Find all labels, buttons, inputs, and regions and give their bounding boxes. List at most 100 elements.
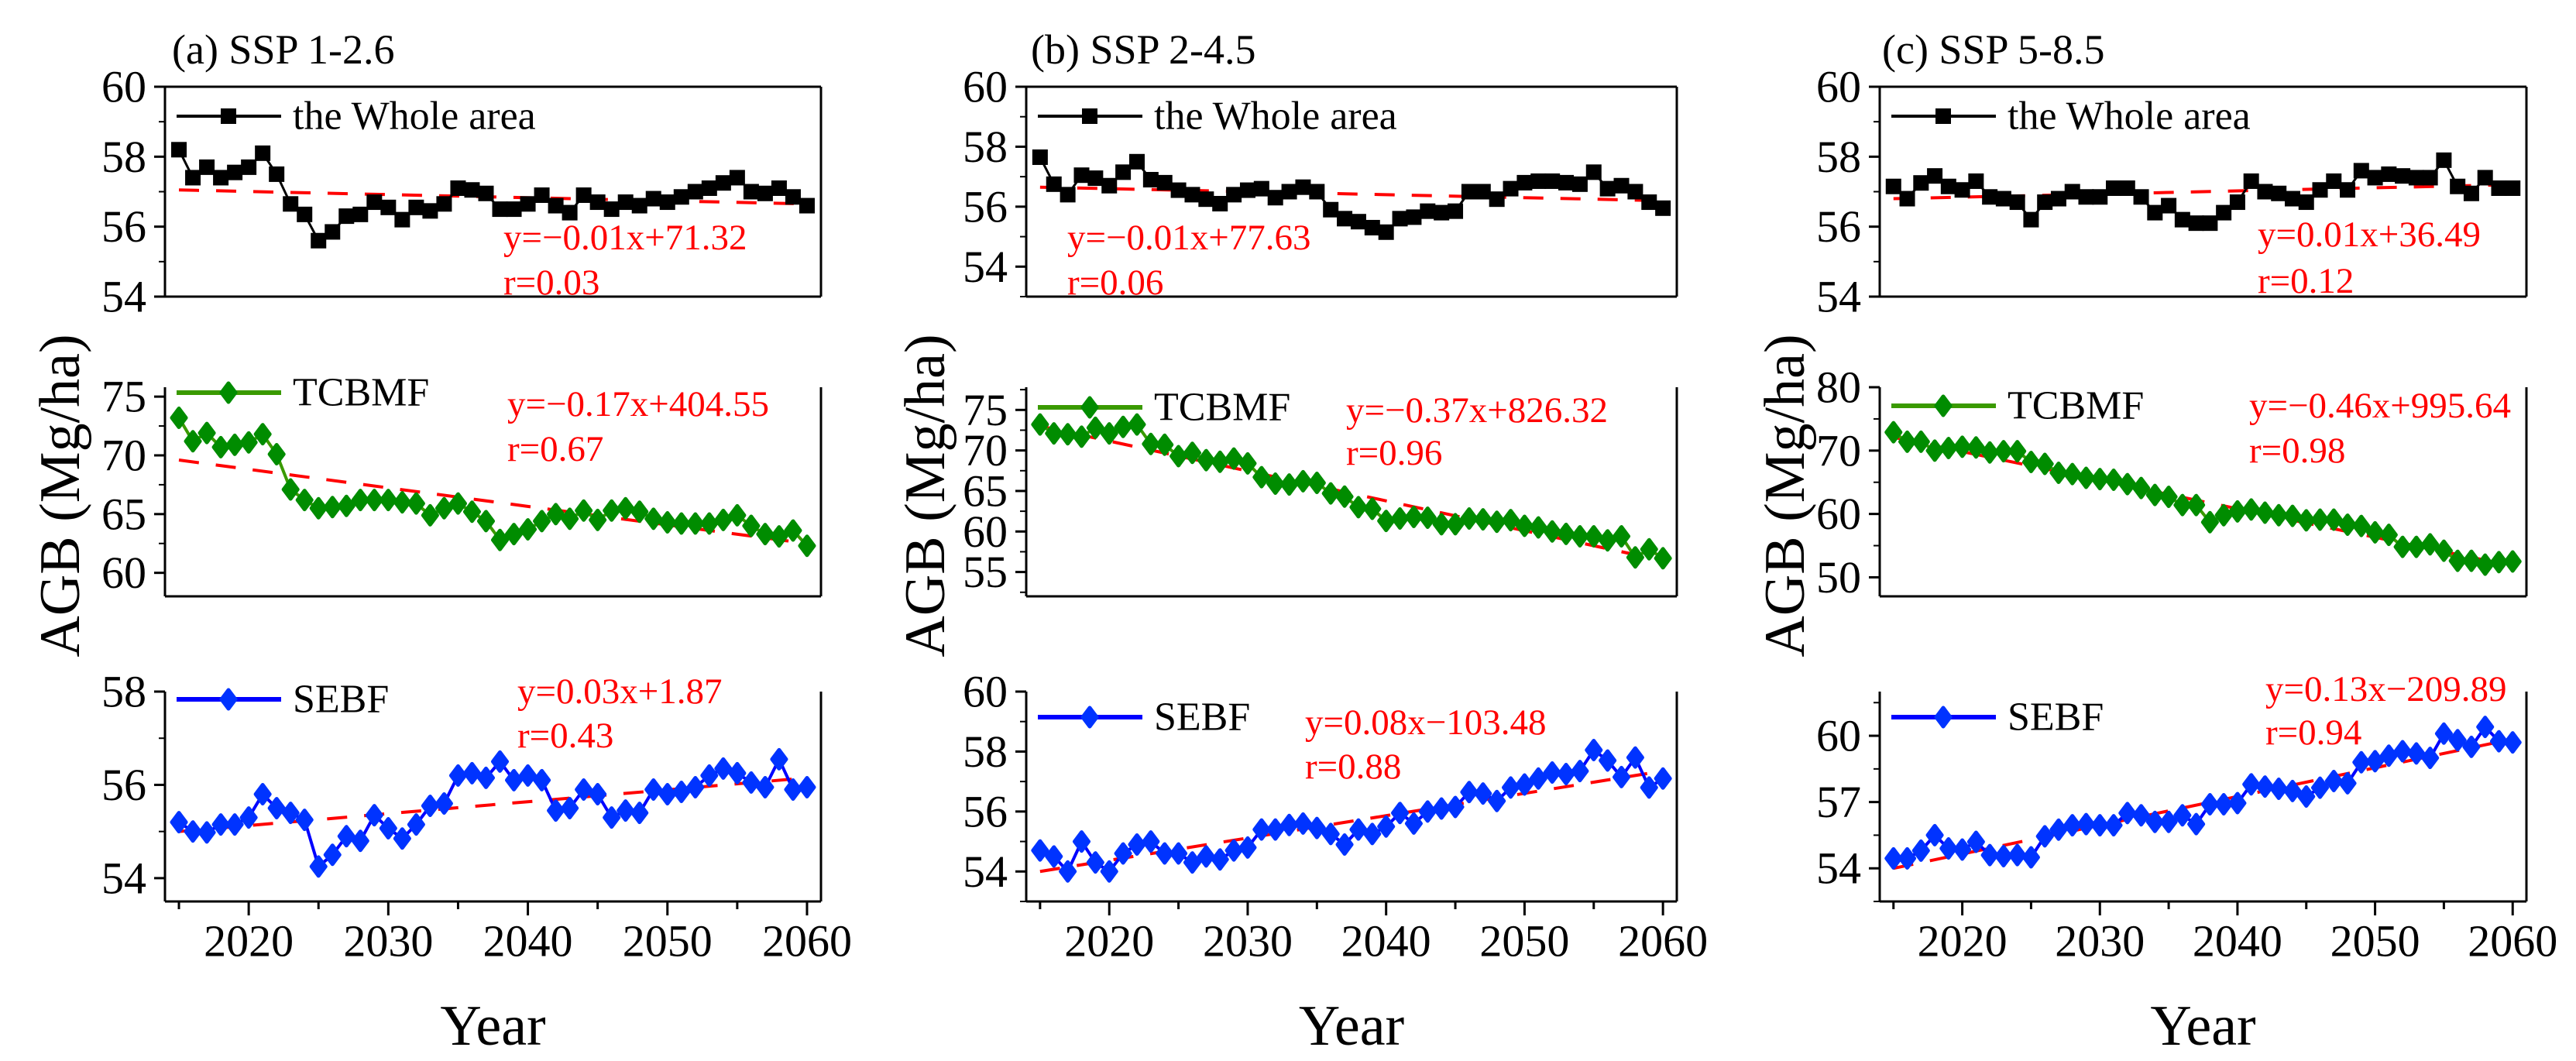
data-point <box>2214 792 2233 815</box>
data-point <box>700 512 719 535</box>
panel-2-0: 54 56 58 60 (c) SSP 5-8.5 the Whole area y=0.0… <box>1816 26 2528 322</box>
data-point <box>617 194 634 211</box>
data-point <box>534 187 550 204</box>
data-point <box>2476 553 2495 576</box>
data-point <box>253 423 272 446</box>
data-point <box>2202 215 2218 232</box>
data-point <box>1293 469 1312 493</box>
data-point <box>1911 839 1930 862</box>
data-point <box>2434 722 2453 745</box>
data-point <box>2037 194 2053 211</box>
data-point <box>2009 194 2025 211</box>
data-point <box>1045 422 1063 445</box>
trend-r-value: r=0.67 <box>507 429 603 469</box>
data-point <box>2393 740 2412 763</box>
data-point <box>2366 750 2385 773</box>
data-point <box>1293 812 1312 835</box>
data-point <box>2324 508 2343 531</box>
data-point <box>1488 789 1506 812</box>
trend-line <box>1039 769 1664 874</box>
trend-equation: y=0.13x−209.89 <box>2265 669 2507 709</box>
y-axis-title: AGB (Mg/ha) <box>894 334 957 657</box>
data-point <box>2119 180 2135 196</box>
data-point <box>380 199 397 215</box>
trend-r-value: r=0.94 <box>2265 712 2361 753</box>
data-point <box>337 494 355 517</box>
trend-equation: y=−0.01x+71.32 <box>503 218 747 258</box>
data-point <box>1953 838 1972 861</box>
y-tick-label: 60 <box>963 667 1008 717</box>
data-point <box>2118 472 2137 496</box>
data-point <box>1980 441 1999 464</box>
data-point <box>2448 729 2467 752</box>
data-point <box>1266 472 1285 496</box>
data-point <box>784 519 802 542</box>
data-point <box>1640 776 1658 799</box>
legend-label: SEBF <box>1154 695 1250 740</box>
data-point <box>365 804 383 827</box>
data-point <box>1060 187 1076 203</box>
data-point <box>2338 513 2357 537</box>
data-point <box>2311 776 2330 799</box>
data-point <box>283 196 299 212</box>
data-point <box>1544 173 1561 189</box>
data-point <box>1156 433 1174 456</box>
data-point <box>645 191 661 207</box>
data-point <box>2379 524 2398 547</box>
data-point <box>2090 814 2109 837</box>
y-tick-label: 54 <box>1816 843 1861 894</box>
data-point <box>1100 422 1118 445</box>
data-point <box>2505 180 2521 196</box>
data-point <box>1266 818 1285 841</box>
y-tick-label: 60 <box>101 548 146 598</box>
data-point <box>239 806 258 829</box>
data-point <box>436 196 452 212</box>
data-point <box>323 496 342 519</box>
data-point <box>631 197 647 214</box>
data-point <box>799 197 815 214</box>
data-point <box>170 811 188 834</box>
data-point <box>617 799 635 822</box>
data-point <box>185 170 201 186</box>
data-point <box>673 189 689 205</box>
legend-label: SEBF <box>2008 695 2104 740</box>
data-point <box>2145 483 2164 506</box>
data-point <box>1585 164 1602 180</box>
data-point <box>2092 189 2108 205</box>
data-point <box>241 159 257 175</box>
y-axis-title: AGB (Mg/ha) <box>29 334 92 657</box>
trend-r-value: r=0.12 <box>2258 261 2354 301</box>
data-point <box>1377 815 1396 838</box>
data-point <box>2283 779 2302 802</box>
data-point <box>2243 173 2259 189</box>
data-point <box>1899 191 1915 207</box>
data-point <box>575 778 593 801</box>
data-point <box>1321 482 1340 505</box>
data-point <box>2434 539 2453 562</box>
data-point <box>630 802 649 825</box>
data-point <box>2174 211 2190 228</box>
data-point <box>311 232 327 249</box>
data-point <box>2132 804 2151 827</box>
data-point <box>2283 504 2302 527</box>
data-point <box>520 196 536 212</box>
data-point <box>1448 203 1464 219</box>
data-point <box>1170 445 1188 468</box>
data-point <box>1913 175 1929 191</box>
data-point <box>1142 830 1160 853</box>
y-tick-label: 58 <box>963 726 1008 777</box>
y-tick-label: 54 <box>101 853 146 903</box>
data-point <box>2049 818 2068 841</box>
data-point <box>2395 168 2411 184</box>
data-point <box>1170 842 1188 865</box>
data-point <box>1363 497 1382 520</box>
data-point <box>1515 773 1534 796</box>
data-point <box>2076 812 2095 836</box>
data-point <box>672 780 691 803</box>
x-tick-label: 2060 <box>762 916 852 967</box>
x-tick-label: 2050 <box>623 916 713 967</box>
data-point <box>1252 818 1271 841</box>
data-point <box>476 766 495 789</box>
trend-r-value: r=0.96 <box>1346 433 1442 473</box>
